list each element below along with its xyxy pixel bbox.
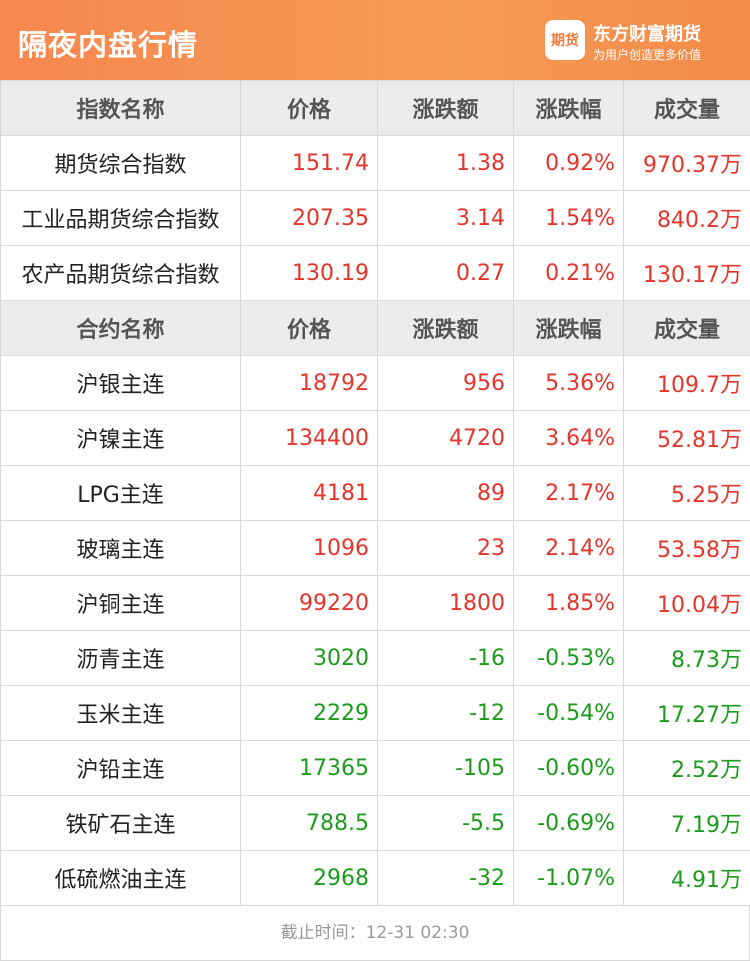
value-cell: 4181 <box>240 465 378 521</box>
value-cell: 2968 <box>240 850 378 906</box>
name-cell: 沥青主连 <box>0 630 241 686</box>
value-cell: 1.85% <box>513 575 624 631</box>
data-row: 玉米主连 2229 -12 -0.54% 17.27万 <box>0 685 750 741</box>
value-cell: 53.58万 <box>623 520 750 576</box>
value-cell: 4720 <box>377 410 514 466</box>
name-cell: 农产品期货综合指数 <box>0 245 241 301</box>
value-cell: 840.2万 <box>623 190 750 246</box>
brand: 东方财富期货 <box>593 24 701 45</box>
value-cell: 2.52万 <box>623 740 750 796</box>
value-cell: 1.54% <box>513 190 624 246</box>
value-cell: -16 <box>377 630 514 686</box>
value-cell: 18792 <box>240 355 378 411</box>
data-row: 沪铅主连 17365 -105 -0.60% 2.52万 <box>0 740 750 796</box>
value-cell: -12 <box>377 685 514 741</box>
name-cell: 沪铜主连 <box>0 575 241 631</box>
name-cell: 沪镍主连 <box>0 410 241 466</box>
value-cell: 10.04万 <box>623 575 750 631</box>
value-cell: -0.54% <box>513 685 624 741</box>
column-header: 涨跌额 <box>377 80 514 136</box>
value-cell: 89 <box>377 465 514 521</box>
logo: 期货 <box>545 20 585 60</box>
value-cell: 788.5 <box>240 795 378 851</box>
value-cell: 0.92% <box>513 135 624 191</box>
value-cell: 134400 <box>240 410 378 466</box>
value-cell: 1096 <box>240 520 378 576</box>
data-row: 农产品期货综合指数 130.19 0.27 0.21% 130.17万 <box>0 245 750 301</box>
column-header: 涨跌额 <box>377 300 514 356</box>
value-cell: 2229 <box>240 685 378 741</box>
data-row: 沥青主连 3020 -16 -0.53% 8.73万 <box>0 630 750 686</box>
value-cell: 2.17% <box>513 465 624 521</box>
data-row: 铁矿石主连 788.5 -5.5 -0.69% 7.19万 <box>0 795 750 851</box>
value-cell: 5.25万 <box>623 465 750 521</box>
value-cell: 3.64% <box>513 410 624 466</box>
value-cell: 5.36% <box>513 355 624 411</box>
column-header: 成交量 <box>623 300 750 356</box>
value-cell: 99220 <box>240 575 378 631</box>
name-cell: 铁矿石主连 <box>0 795 241 851</box>
slogan: 为用户创造更多价值 <box>593 48 702 62</box>
column-header: 涨跌幅 <box>513 300 624 356</box>
data-row: 工业品期货综合指数 207.35 3.14 1.54% 840.2万 <box>0 190 750 246</box>
data-row: 低硫燃油主连 2968 -32 -1.07% 4.91万 <box>0 850 750 906</box>
name-cell: 玻璃主连 <box>0 520 241 576</box>
name-cell: 沪银主连 <box>0 355 241 411</box>
value-cell: -1.07% <box>513 850 624 906</box>
value-cell: -0.60% <box>513 740 624 796</box>
value-cell: -0.69% <box>513 795 624 851</box>
name-cell: 期货综合指数 <box>0 135 241 191</box>
name-cell: 沪铅主连 <box>0 740 241 796</box>
header: 隔夜内盘行情 期货 东方财富期货 为用户创造更多价值 <box>0 0 750 80</box>
data-row: 玻璃主连 1096 23 2.14% 53.58万 <box>0 520 750 576</box>
value-cell: 23 <box>377 520 514 576</box>
header-row: 指数名称 价格 涨跌额 涨跌幅 成交量 <box>0 80 750 136</box>
data-row: 沪银主连 18792 956 5.36% 109.7万 <box>0 355 750 411</box>
value-cell: 7.19万 <box>623 795 750 851</box>
header-row: 合约名称 价格 涨跌额 涨跌幅 成交量 <box>0 300 750 356</box>
value-cell: 970.37万 <box>623 135 750 191</box>
value-cell: 3.14 <box>377 190 514 246</box>
value-cell: 1800 <box>377 575 514 631</box>
value-cell: 2.14% <box>513 520 624 576</box>
data-row: 期货综合指数 151.74 1.38 0.92% 970.37万 <box>0 135 750 191</box>
column-header: 涨跌幅 <box>513 80 624 136</box>
column-header: 价格 <box>240 300 378 356</box>
value-cell: -105 <box>377 740 514 796</box>
name-cell: 玉米主连 <box>0 685 241 741</box>
value-cell: 17.27万 <box>623 685 750 741</box>
quote-table: 指数名称 价格 涨跌额 涨跌幅 成交量 期货综合指数 151.74 1.38 0.92% 970.… <box>0 80 750 906</box>
value-cell: 8.73万 <box>623 630 750 686</box>
value-cell: 130.17万 <box>623 245 750 301</box>
column-header: 价格 <box>240 80 378 136</box>
data-row: 沪铜主连 99220 1800 1.85% 10.04万 <box>0 575 750 631</box>
column-header: 指数名称 <box>0 80 241 136</box>
name-cell: 低硫燃油主连 <box>0 850 241 906</box>
value-cell: -0.53% <box>513 630 624 686</box>
value-cell: 0.21% <box>513 245 624 301</box>
data-row: LPG主连 4181 89 2.17% 5.25万 <box>0 465 750 521</box>
value-cell: 109.7万 <box>623 355 750 411</box>
name-cell: LPG主连 <box>0 465 241 521</box>
value-cell: 4.91万 <box>623 850 750 906</box>
value-cell: 3020 <box>240 630 378 686</box>
footer: 截止时间：12-31 02:30 <box>0 906 750 961</box>
value-cell: 0.27 <box>377 245 514 301</box>
value-cell: 52.81万 <box>623 410 750 466</box>
value-cell: 207.35 <box>240 190 378 246</box>
value-cell: 130.19 <box>240 245 378 301</box>
name-cell: 工业品期货综合指数 <box>0 190 241 246</box>
value-cell: 17365 <box>240 740 378 796</box>
value-cell: 1.38 <box>377 135 514 191</box>
value-cell: 956 <box>377 355 514 411</box>
column-header: 合约名称 <box>0 300 241 356</box>
column-header: 成交量 <box>623 80 750 136</box>
value-cell: -32 <box>377 850 514 906</box>
title: 隔夜内盘行情 <box>18 28 199 62</box>
value-cell: 151.74 <box>240 135 378 191</box>
value-cell: -5.5 <box>377 795 514 851</box>
data-row: 沪镍主连 134400 4720 3.64% 52.81万 <box>0 410 750 466</box>
